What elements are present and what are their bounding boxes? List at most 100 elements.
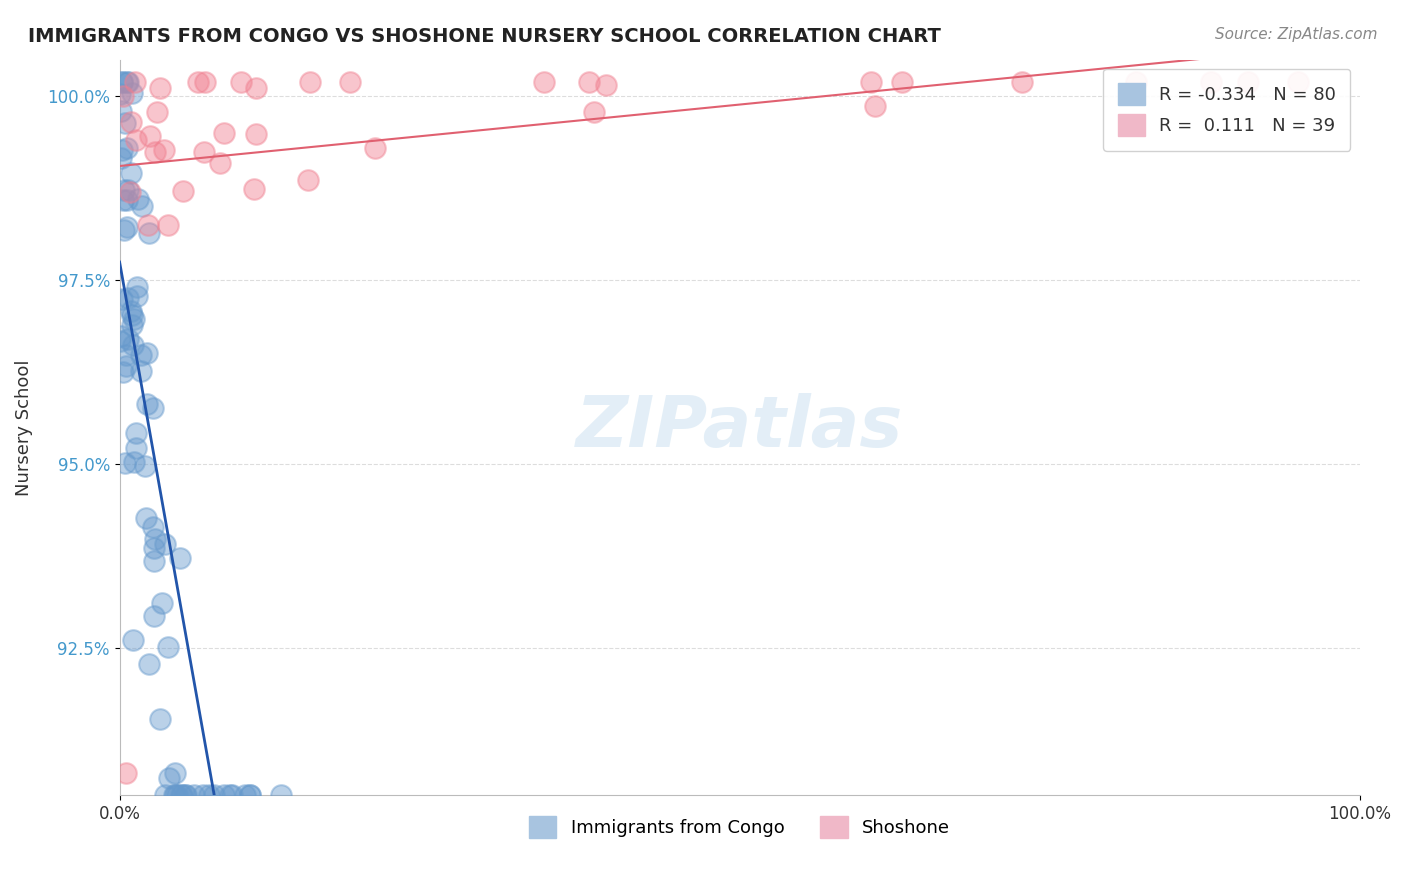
Point (193, 789, 215, 803)
Point (157, 771, 180, 785)
Point (221, 789, 243, 803)
Point (219, 789, 242, 803)
Point (135, 511, 157, 525)
Point (245, 127, 267, 141)
Point (142, 554, 165, 568)
Point (339, 75, 361, 89)
Point (170, 789, 193, 803)
Point (891, 75, 914, 89)
Point (142, 541, 165, 556)
Point (229, 75, 252, 89)
Point (112, 193, 135, 207)
Point (166, 789, 188, 803)
Point (111, 143, 134, 157)
Point (194, 75, 217, 89)
Point (172, 185, 194, 199)
Point (582, 104, 605, 119)
Point (124, 133, 146, 147)
Point (860, 75, 883, 89)
Point (233, 789, 256, 803)
Point (298, 75, 321, 89)
Point (115, 219, 138, 234)
Point (131, 199, 153, 213)
Point (578, 75, 600, 89)
Point (212, 789, 235, 803)
Legend: Immigrants from Congo, Shoshone: Immigrants from Congo, Shoshone (522, 809, 957, 846)
Point (187, 75, 209, 89)
Point (115, 141, 138, 155)
Point (117, 332, 139, 346)
Point (193, 145, 215, 159)
Point (239, 789, 262, 803)
Point (245, 81, 267, 95)
Text: IMMIGRANTS FROM CONGO VS SHOSHONE NURSERY SCHOOL CORRELATION CHART: IMMIGRANTS FROM CONGO VS SHOSHONE NURSER… (28, 27, 941, 45)
Point (112, 223, 135, 237)
Point (110, 329, 132, 343)
Point (143, 532, 166, 546)
Point (114, 456, 136, 470)
Point (364, 141, 387, 155)
Point (270, 789, 292, 803)
Text: Source: ZipAtlas.com: Source: ZipAtlas.com (1215, 27, 1378, 42)
Point (533, 75, 555, 89)
Point (117, 182, 139, 196)
Point (135, 397, 157, 411)
Point (297, 173, 319, 187)
Point (120, 166, 142, 180)
Y-axis label: Nursery School: Nursery School (15, 359, 32, 496)
Point (152, 596, 174, 610)
Point (115, 75, 138, 89)
Point (111, 75, 134, 89)
Point (127, 192, 149, 206)
Point (149, 80, 172, 95)
Point (125, 442, 148, 456)
Point (108, 334, 131, 348)
Point (111, 75, 134, 89)
Point (112, 88, 135, 103)
Point (138, 226, 160, 240)
Point (136, 218, 159, 232)
Point (117, 291, 139, 305)
Point (129, 364, 152, 378)
Point (153, 143, 176, 157)
Point (1125, 75, 1147, 89)
Point (198, 789, 221, 803)
Point (142, 520, 165, 534)
Point (121, 308, 143, 322)
Point (110, 151, 132, 165)
Point (111, 292, 134, 306)
Point (183, 789, 205, 803)
Point (155, 537, 177, 551)
Point (117, 75, 139, 89)
Point (139, 128, 162, 143)
Point (124, 75, 146, 89)
Point (165, 789, 187, 803)
Text: ZIPatlas: ZIPatlas (576, 393, 903, 462)
Point (115, 348, 138, 362)
Point (122, 312, 145, 326)
Point (114, 183, 136, 197)
Point (163, 789, 186, 803)
Point (134, 458, 156, 473)
Point (136, 345, 159, 359)
Point (238, 789, 260, 803)
Point (1011, 75, 1033, 89)
Point (1199, 75, 1222, 89)
Point (120, 114, 142, 128)
Point (125, 280, 148, 294)
Point (174, 789, 197, 803)
Point (122, 633, 145, 648)
Point (1237, 75, 1260, 89)
Point (114, 115, 136, 129)
Point (1286, 75, 1309, 89)
Point (143, 145, 166, 159)
Point (174, 789, 197, 803)
Point (149, 712, 172, 726)
Point (115, 194, 138, 208)
Point (155, 789, 177, 803)
Point (120, 303, 142, 318)
Point (595, 78, 617, 92)
Point (122, 338, 145, 352)
Point (156, 218, 179, 232)
Point (138, 657, 160, 672)
